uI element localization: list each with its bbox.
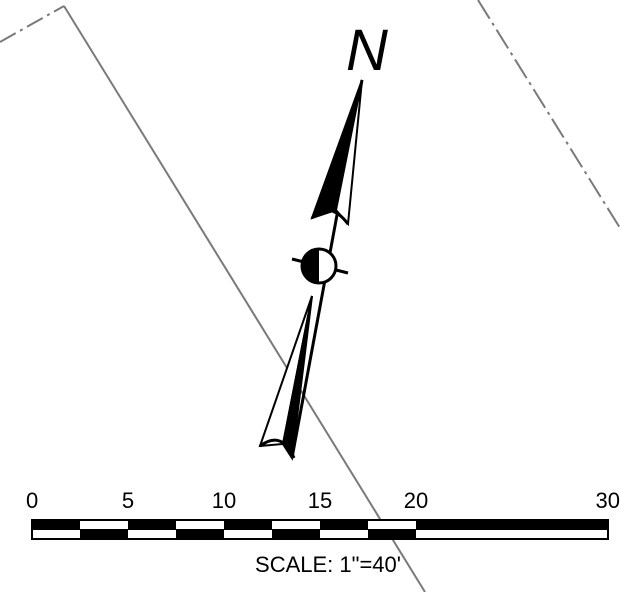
north-arrowhead-base-arc xyxy=(310,208,350,225)
scale-segment xyxy=(80,529,128,539)
scale-tick-label: 10 xyxy=(212,488,236,513)
scale-segment xyxy=(368,529,416,539)
scale-tick-label: 5 xyxy=(122,488,134,513)
north-arrow: N xyxy=(258,18,388,461)
scale-bar-tick-labels: 0 5 10 15 20 30 xyxy=(26,488,620,513)
scale-segment xyxy=(416,520,608,530)
scale-segment xyxy=(320,520,368,530)
scale-tick-label: 20 xyxy=(404,488,428,513)
scale-bar-segments xyxy=(32,520,608,539)
scale-segment xyxy=(176,529,224,539)
boundary-line-left-short xyxy=(0,5,65,43)
scale-tick-label: 0 xyxy=(26,488,38,513)
scale-tick-label: 15 xyxy=(308,488,332,513)
scale-tick-label: 30 xyxy=(596,488,620,513)
scale-segment xyxy=(128,520,176,530)
boundary-line-diagonal xyxy=(63,5,426,592)
scale-bar: 0 5 10 15 20 30 SCALE: 1"=40' xyxy=(26,488,620,577)
scale-segment xyxy=(224,520,272,530)
north-center-fill-half xyxy=(302,249,319,283)
scale-title: SCALE: 1"=40' xyxy=(255,552,401,577)
scale-segment xyxy=(32,520,80,530)
boundary-line-right-dashed xyxy=(477,0,620,229)
scale-segment xyxy=(272,529,320,539)
north-tail-filled-half xyxy=(281,295,313,461)
north-letter-label: N xyxy=(346,18,388,83)
north-tail-base-arc xyxy=(259,438,296,459)
